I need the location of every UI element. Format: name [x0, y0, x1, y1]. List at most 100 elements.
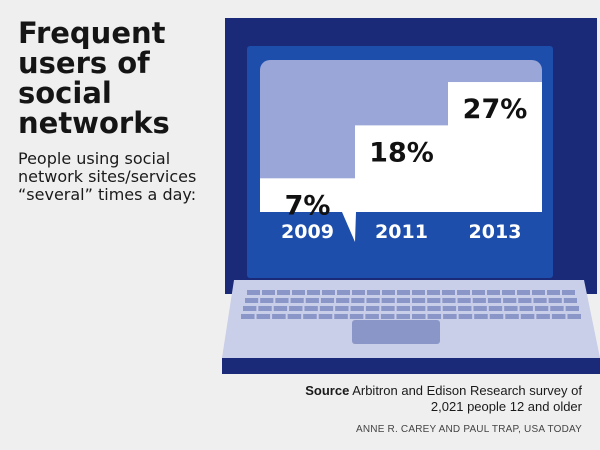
keyboard-key — [334, 314, 348, 319]
keyboard-key — [351, 298, 365, 303]
keyboard-key — [442, 298, 456, 303]
keyboard-key — [532, 290, 545, 295]
keyboard-key — [245, 298, 259, 303]
keyboard-key — [381, 306, 395, 311]
keyboard-key — [273, 306, 288, 311]
keyboard-key — [382, 290, 395, 295]
chart-title: Frequent users of social networks — [18, 16, 170, 140]
keyboard-key — [303, 314, 317, 319]
source-label: Source — [305, 383, 350, 398]
keyboard-key — [505, 314, 519, 319]
keyboard-key — [262, 290, 275, 295]
keyboard-key — [247, 290, 260, 295]
bubble-tail — [342, 212, 356, 242]
source-note: Source Arbitron and Edison Research surv… — [292, 383, 582, 415]
keyboard-key — [442, 290, 455, 295]
keyboard-key — [381, 298, 395, 303]
keyboard-key — [487, 290, 500, 295]
keyboard-key — [241, 314, 255, 319]
keyboard-key — [260, 298, 274, 303]
year-label-2011: 2011 — [375, 221, 428, 243]
bars-group: 7%2009 18% 2011 27% 2013 — [260, 82, 542, 243]
keyboard-key — [518, 298, 532, 303]
keyboard-key — [427, 298, 441, 303]
keyboard-key — [517, 290, 530, 295]
keyboard-key — [457, 298, 471, 303]
keyboard-key — [396, 314, 410, 319]
keyboard-key — [548, 298, 562, 303]
keyboard-key — [547, 290, 560, 295]
keyboard-key — [551, 314, 566, 319]
year-label-2013: 2013 — [469, 221, 522, 243]
keyboard-key — [443, 314, 457, 319]
value-label-2013: 27% — [463, 94, 528, 125]
keyboard-key — [258, 306, 272, 311]
value-label-2009: 7% — [285, 190, 331, 221]
credit-line: ANNE R. CAREY AND PAUL TRAP, USA TODAY — [355, 424, 582, 435]
keyboard-key — [336, 298, 350, 303]
keyboard-key — [536, 314, 550, 319]
keyboard-key — [550, 306, 564, 311]
keyboard-key — [322, 290, 335, 295]
laptop-illustration: 7%2009 18% 2011 27% 2013 — [222, 18, 600, 374]
keyboard-key — [562, 290, 575, 295]
keyboard-key — [380, 314, 395, 319]
keyboard-key — [503, 298, 517, 303]
keyboard-key — [319, 306, 334, 311]
keyboard-key — [290, 298, 304, 303]
keyboard-key — [473, 306, 487, 311]
keyboard-key — [504, 306, 518, 311]
keyboard-key — [427, 314, 442, 319]
keyboard-key — [366, 298, 380, 303]
keyboard-key — [427, 290, 440, 295]
keyboard-key — [487, 298, 502, 303]
keyboard-key — [412, 298, 426, 303]
year-label-2009: 2009 — [281, 221, 334, 243]
keyboard-key — [567, 314, 581, 319]
keyboard-key — [519, 306, 533, 311]
keyboard-key — [396, 306, 410, 311]
keyboard-key — [472, 290, 485, 295]
bar-2009 — [260, 178, 355, 212]
keyboard-key — [287, 314, 302, 319]
keyboard-key — [565, 306, 579, 311]
keyboard-key — [489, 314, 504, 319]
keyboard-key — [335, 306, 349, 311]
keyboard-key — [488, 306, 503, 311]
keyboard-key — [563, 298, 577, 303]
keyboard-key — [427, 306, 441, 311]
value-label-2011: 18% — [369, 137, 434, 168]
keyboard-key — [304, 306, 318, 311]
keyboard-key — [442, 306, 457, 311]
keyboard-key — [305, 298, 319, 303]
keyboard-key — [352, 290, 365, 295]
keyboard-key — [396, 298, 410, 303]
keyboard-key — [474, 314, 488, 319]
keyboard-key — [472, 298, 486, 303]
keyboard-key — [365, 314, 379, 319]
keyboard-key — [318, 314, 333, 319]
keyboard-key — [412, 306, 426, 311]
laptop-base-edge — [222, 358, 600, 374]
bar-2013 — [448, 82, 542, 212]
keyboard-key — [533, 298, 547, 303]
keyboard-key — [457, 290, 470, 295]
keyboard-key — [272, 314, 286, 319]
keyboard-key — [350, 306, 364, 311]
keyboard-key — [502, 290, 515, 295]
keyboard-key — [534, 306, 549, 311]
keyboard-key — [275, 298, 289, 303]
keyboard-key — [277, 290, 290, 295]
keyboard-key — [458, 314, 473, 319]
keyboard-key — [458, 306, 472, 311]
keyboard-key — [243, 306, 257, 311]
source-text: Arbitron and Edison Research survey of 2… — [349, 383, 582, 414]
keyboard-key — [412, 314, 426, 319]
keyboard-key — [412, 290, 425, 295]
keyboard-key — [320, 298, 335, 303]
keyboard-key — [292, 290, 305, 295]
keyboard-key — [349, 314, 364, 319]
keyboard-key — [397, 290, 410, 295]
keyboard-key — [367, 290, 380, 295]
keyboard-key — [289, 306, 303, 311]
